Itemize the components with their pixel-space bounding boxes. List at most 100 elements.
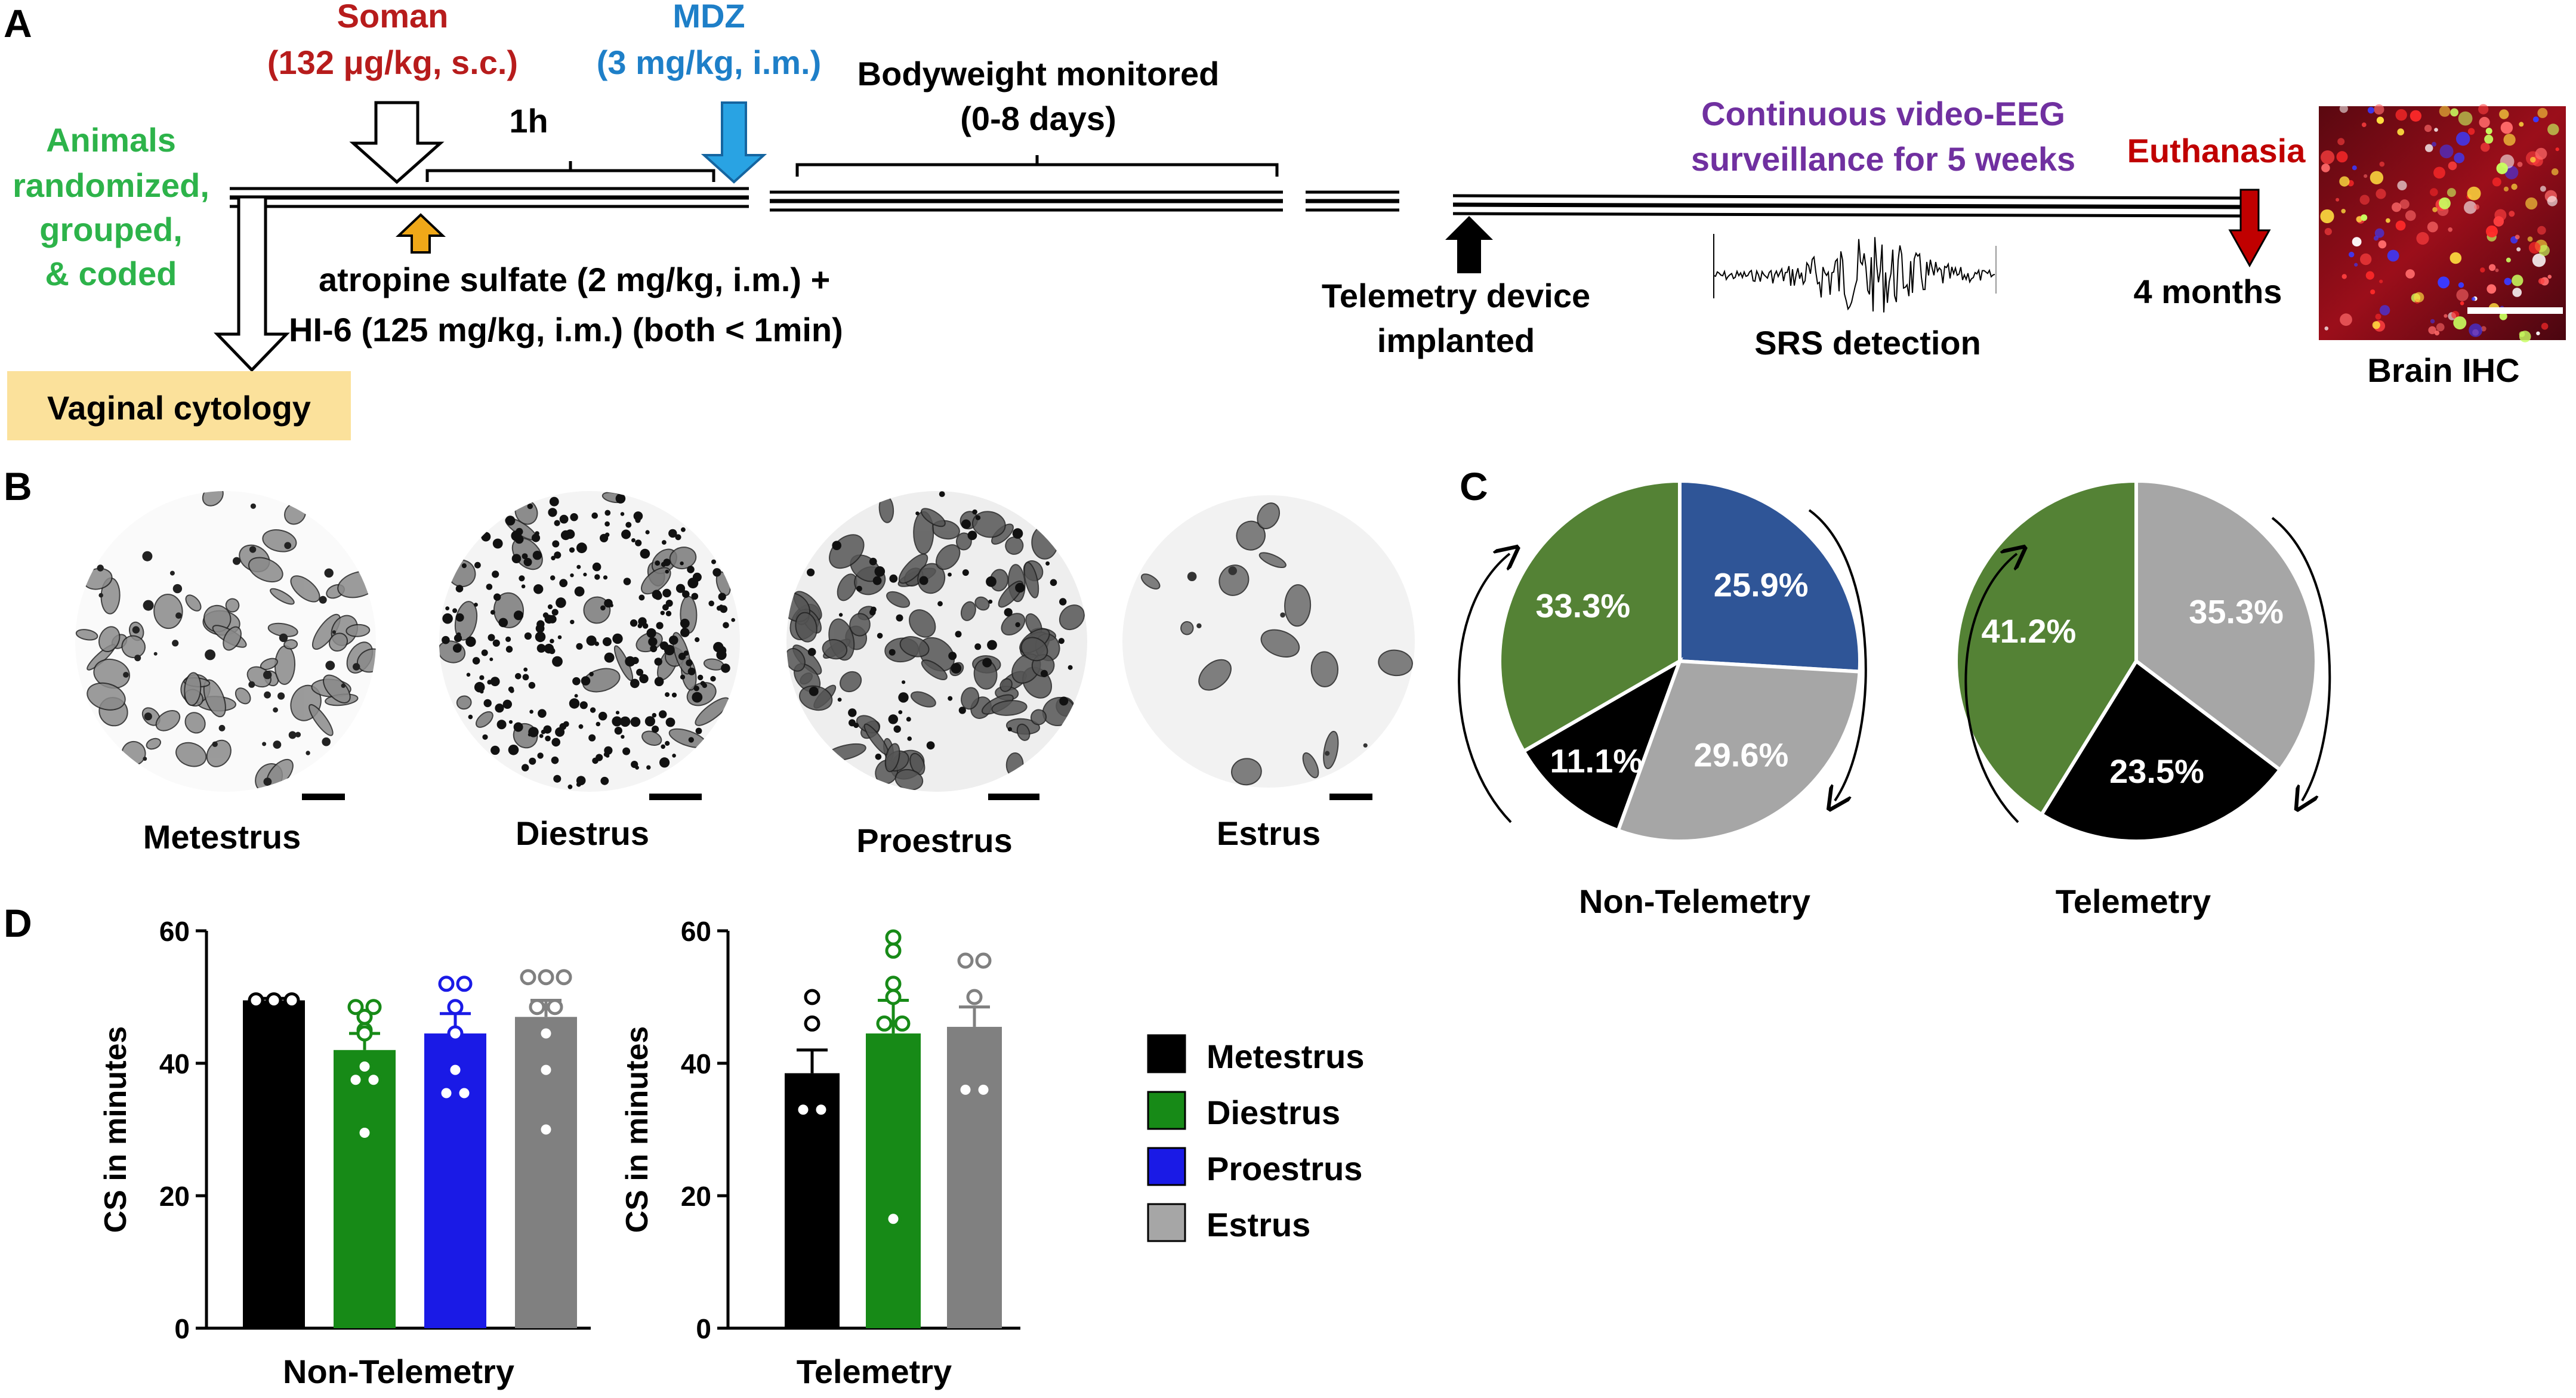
panel-b: B Metestrus Diestrus Proestrus Estrus <box>4 464 1415 859</box>
y-tick-label: 60 <box>159 916 190 947</box>
bar-diestrus <box>334 1050 396 1328</box>
data-point-estrus <box>529 999 545 1016</box>
panel-label-b: B <box>4 464 32 508</box>
eeg-line-1: Continuous video-EEG <box>1701 95 2065 132</box>
pie-label-diestrus: 33.3% <box>1535 587 1630 624</box>
eeg-trace-line <box>1713 237 1995 313</box>
telemetry-line-1: Telemetry device <box>1322 277 1590 314</box>
euthanasia-arrow <box>2228 189 2271 268</box>
pie-slice-estrus <box>2134 479 2318 773</box>
legend-swatch-metestrus <box>1147 1034 1186 1073</box>
stage-label-proestrus: Proestrus <box>856 822 1012 859</box>
data-point-diestrus <box>885 1211 902 1227</box>
panel-label-c: C <box>1460 464 1488 508</box>
pie-cycle-arrow-left-2 <box>1964 554 2018 823</box>
euthanasia-label: Euthanasia <box>2127 132 2306 169</box>
pie-label-metestrus: 11.1% <box>1550 742 1643 780</box>
data-point-proestrus <box>447 999 464 1016</box>
data-point-diestrus <box>356 1025 373 1042</box>
data-point-estrus <box>957 1081 974 1098</box>
data-point-diestrus <box>356 1058 373 1075</box>
animals-line-3: grouped, <box>39 211 183 248</box>
mdz-arrow <box>701 101 767 184</box>
brain-ihc-label: Brain IHC <box>2367 351 2519 389</box>
srs-label: SRS detection <box>1754 324 1981 362</box>
legend-swatch-diestrus <box>1147 1091 1186 1130</box>
data-point-estrus <box>538 1061 554 1078</box>
data-point-proestrus <box>456 1085 473 1101</box>
pie-slice-estrus <box>1615 659 1862 843</box>
legend-swatch-estrus <box>1147 1203 1186 1242</box>
pie-non-telemetry: 25.9% 29.6% 11.1% 33.3% <box>1498 479 1862 843</box>
eeg-seizure-trace <box>1713 234 1997 313</box>
smear-estrus <box>1122 495 1415 788</box>
data-point-diestrus <box>876 1015 893 1032</box>
y-tick-label: 60 <box>681 916 711 947</box>
data-point-estrus <box>538 1121 554 1138</box>
data-point-metestrus <box>266 992 282 1009</box>
timeline-segment-2 <box>770 190 1283 212</box>
data-point-estrus <box>538 1025 554 1042</box>
animals-line-1: Animals <box>46 121 176 159</box>
data-point-diestrus <box>885 942 902 959</box>
pie-label-metestrus: 23.5% <box>2109 752 2204 790</box>
y-axis-label: CS in minutes <box>98 1026 133 1233</box>
data-point-metestrus <box>813 1101 829 1118</box>
vaginal-cytology-box <box>7 371 351 440</box>
mdz-dose: (3 mg/kg, i.m.) <box>597 44 822 81</box>
pie-title-telemetry: Telemetry <box>2056 882 2211 920</box>
data-point-metestrus <box>804 989 820 1005</box>
data-point-metestrus <box>248 992 264 1009</box>
pie-label-proestrus: 25.9% <box>1714 566 1809 604</box>
data-point-proestrus <box>447 1061 464 1078</box>
pie-label-diestrus: 41.2% <box>1982 612 2077 650</box>
data-point-diestrus <box>365 1072 382 1088</box>
legend-label-estrus: Estrus <box>1207 1206 1310 1243</box>
soman-arrow <box>349 101 445 184</box>
legend-label-metestrus: Metestrus <box>1207 1038 1365 1075</box>
animals-line-4: & coded <box>45 255 177 292</box>
smear-metestrus <box>75 491 376 792</box>
bar-metestrus <box>785 1073 840 1328</box>
bar-diestrus <box>866 1033 921 1328</box>
bar-proestrus <box>424 1033 486 1328</box>
data-point-diestrus <box>365 999 382 1016</box>
bar-chart-telemetry: 0 20 40 60 CS in minutes Telemetry <box>620 916 1020 1390</box>
four-months-label: 4 months <box>2134 273 2282 310</box>
panel-a: A <box>4 0 2566 440</box>
data-point-proestrus <box>438 1085 455 1101</box>
data-point-diestrus <box>347 1072 364 1088</box>
data-point-diestrus <box>347 999 364 1016</box>
bodyweight-range: (0-8 days) <box>960 100 1116 137</box>
y-tick-label: 0 <box>696 1313 711 1344</box>
data-point-estrus <box>538 969 554 986</box>
timeline <box>230 187 2250 218</box>
timeline-segment-1 <box>230 187 749 208</box>
interval-label: 1h <box>509 102 548 140</box>
telemetry-line-2: implanted <box>1377 322 1535 359</box>
data-point-diestrus <box>885 929 902 946</box>
bodyweight-title: Bodyweight monitored <box>857 55 1220 92</box>
brain-ihc-image <box>2319 104 2566 342</box>
x-axis-label: Telemetry <box>797 1353 952 1390</box>
legend-label-proestrus: Proestrus <box>1207 1150 1362 1187</box>
panel-label-d: D <box>4 901 32 945</box>
scale-bar-proestrus <box>988 794 1039 800</box>
pie-label-estrus: 29.6% <box>1694 736 1789 773</box>
data-point-diestrus <box>356 1008 373 1025</box>
scale-bar-metestrus <box>302 794 345 800</box>
pie-cycle-arrow-right-1 <box>1808 509 1867 801</box>
legend-label-diestrus: Diestrus <box>1207 1094 1340 1131</box>
legend: Metestrus Diestrus Proestrus Estrus <box>1147 1034 1365 1243</box>
y-tick-label: 40 <box>159 1048 190 1079</box>
data-point-proestrus <box>447 1025 464 1042</box>
data-point-proestrus <box>456 976 473 992</box>
smear-diestrus <box>439 491 740 792</box>
pie-slice-metestrus <box>2039 658 2283 843</box>
mdz-title: MDZ <box>672 0 745 35</box>
bracket-1h <box>425 161 715 182</box>
telemetry-arrow <box>1445 216 1493 273</box>
panel-d: D 0 20 40 60 CS in minutes Non-Telemetry 0 20 4… <box>4 901 1365 1390</box>
atropine-arrow <box>395 213 446 254</box>
